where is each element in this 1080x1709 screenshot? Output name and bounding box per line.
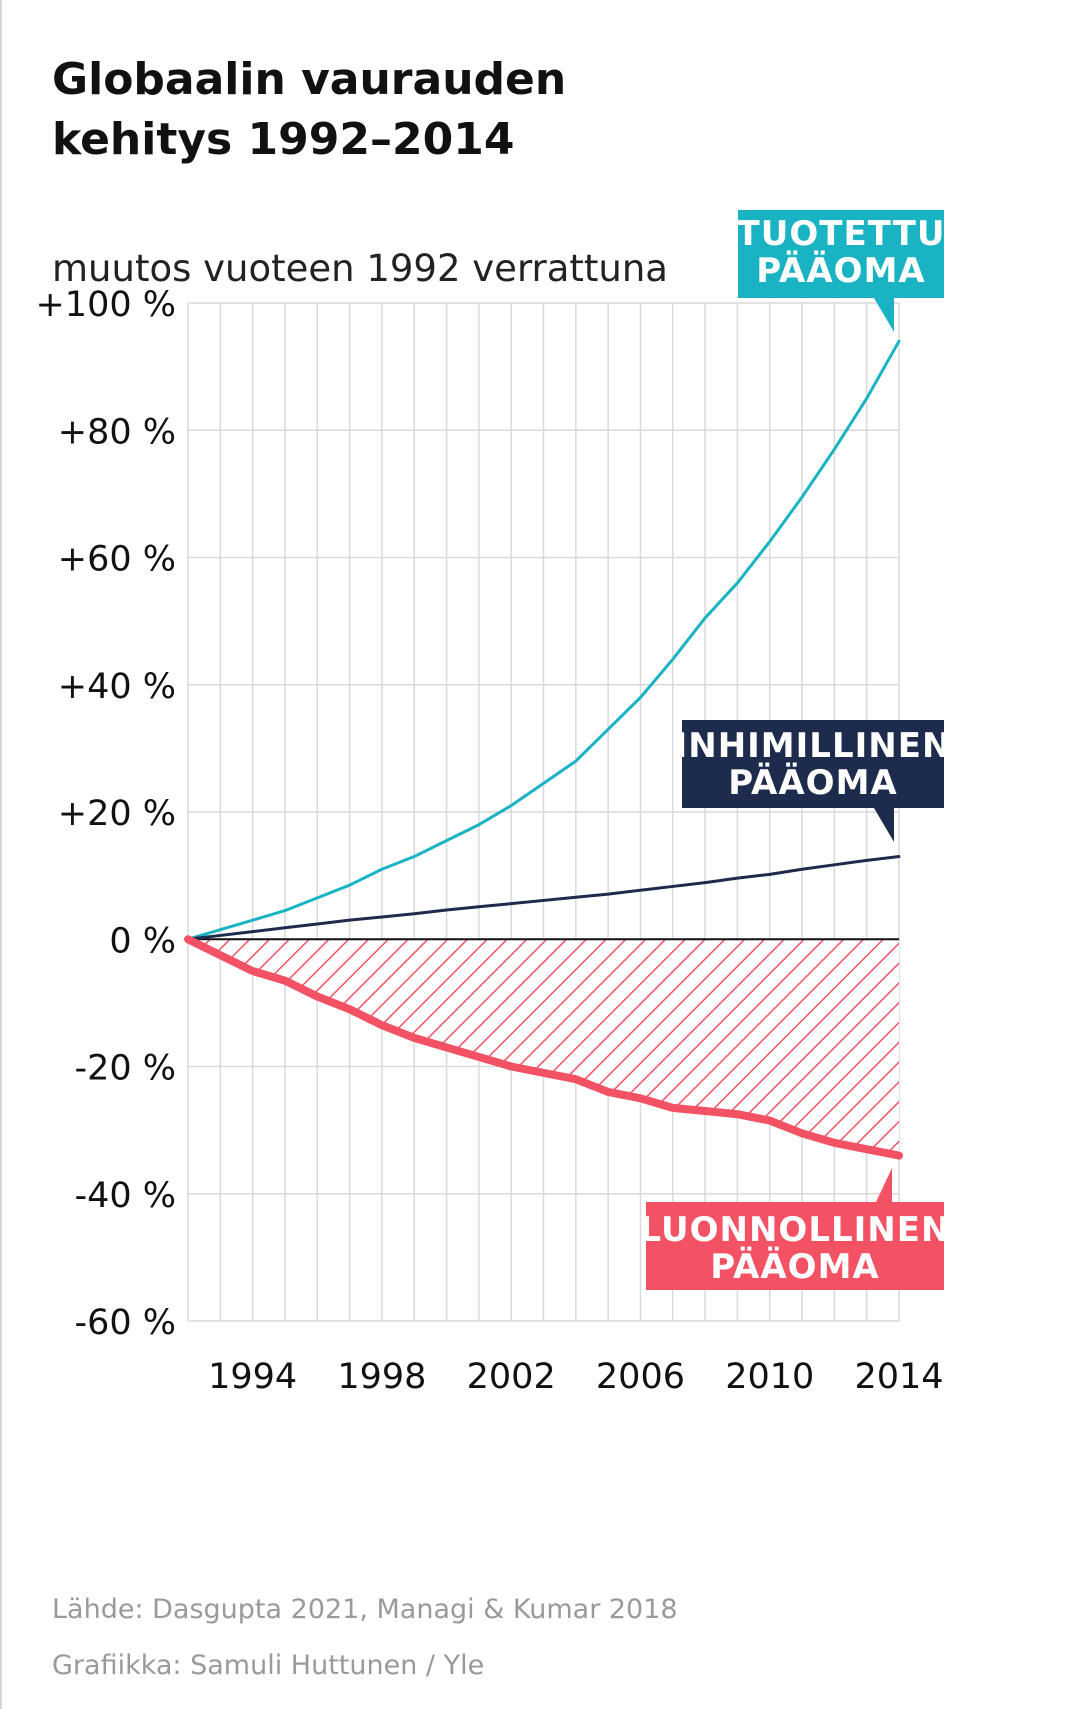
frame-edge xyxy=(0,0,2,1709)
callout-human-line2: PÄÄOMA xyxy=(728,762,897,803)
source-note: Lähde: Dasgupta 2021, Managi & Kumar 201… xyxy=(52,1594,678,1625)
callout-human: INHIMILLINEN PÄÄOMA xyxy=(675,720,952,842)
chart-subtitle: muutos vuoteen 1992 verrattuna xyxy=(52,247,668,290)
y-tick-label: -60 % xyxy=(74,1303,176,1343)
chart-title: Globaalin vaurauden kehitys 1992–2014 xyxy=(52,54,567,165)
callout-human-line1: INHIMILLINEN xyxy=(675,726,952,766)
x-tick-label: 2010 xyxy=(725,1357,814,1397)
callout-produced-line1: TUOTETTU xyxy=(737,214,946,254)
natural-capital-line xyxy=(184,935,903,1160)
callout-natural: LUONNOLLINEN PÄÄOMA xyxy=(640,1168,951,1290)
y-tick-label: -40 % xyxy=(74,1176,176,1216)
human-capital-line xyxy=(186,855,901,941)
callout-produced: TUOTETTU PÄÄOMA xyxy=(737,210,946,332)
y-tick-label: +80 % xyxy=(58,412,176,452)
y-axis: +100 % +80 % +60 % +40 % +20 % 0 % -20 % -40 % -… xyxy=(35,285,176,1343)
credit-note: Grafiikka: Samuli Huttunen / Yle xyxy=(52,1650,485,1681)
x-tick-label: 2002 xyxy=(467,1357,556,1397)
x-tick-label: 2014 xyxy=(854,1357,943,1397)
callout-produced-line2: PÄÄOMA xyxy=(756,250,925,291)
callout-natural-line1: LUONNOLLINEN xyxy=(640,1210,951,1250)
x-tick-label: 2006 xyxy=(596,1357,685,1397)
y-tick-label: +100 % xyxy=(35,285,176,325)
x-tick-label: 1998 xyxy=(337,1357,426,1397)
natural-capital-hatched-area xyxy=(188,939,899,1156)
grid xyxy=(187,302,900,1322)
y-tick-label: +60 % xyxy=(58,540,176,580)
y-tick-label: -20 % xyxy=(74,1049,176,1089)
callout-natural-line2: PÄÄOMA xyxy=(710,1246,879,1287)
y-tick-label: 0 % xyxy=(109,921,176,961)
y-tick-label: +40 % xyxy=(58,667,176,707)
series-lines xyxy=(184,339,903,1160)
y-tick-label: +20 % xyxy=(58,794,176,834)
produced-capital-line xyxy=(186,339,901,941)
x-axis: 1994 1998 2002 2006 2010 2014 xyxy=(208,1357,943,1397)
x-tick-label: 1994 xyxy=(208,1357,297,1397)
